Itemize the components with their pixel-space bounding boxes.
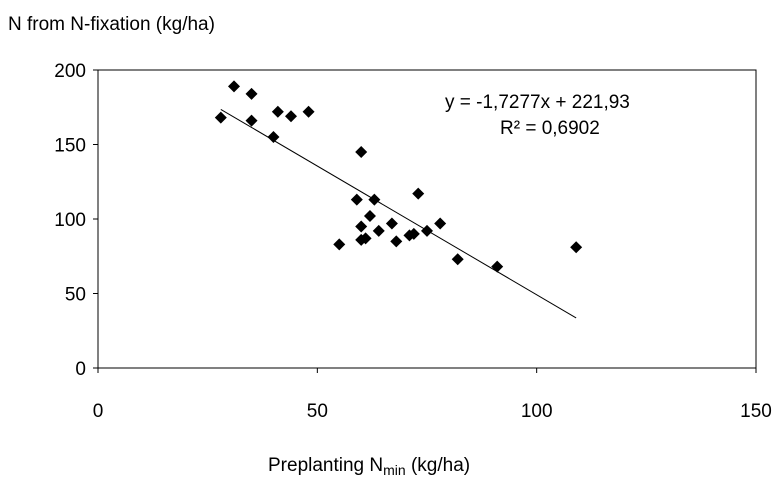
x-tick-label: 0 bbox=[93, 401, 104, 422]
y-tick-label: 100 bbox=[54, 210, 86, 231]
x-tick-label: 150 bbox=[740, 401, 772, 422]
data-point bbox=[407, 227, 420, 240]
data-point bbox=[363, 210, 376, 223]
x-axis-title: Preplanting Nmin (kg/ha) bbox=[268, 455, 470, 478]
y-axis-ticks: 0 50 100 150 200 bbox=[54, 61, 98, 380]
y-tick-label: 50 bbox=[65, 285, 86, 306]
data-point bbox=[355, 220, 368, 233]
data-point bbox=[368, 193, 381, 206]
data-points bbox=[214, 80, 583, 273]
data-point bbox=[434, 217, 447, 230]
x-axis-ticks: 0 50 100 150 bbox=[93, 368, 772, 422]
data-point bbox=[570, 241, 583, 254]
data-point bbox=[245, 87, 258, 100]
data-point bbox=[491, 260, 504, 273]
x-axis-title-suffix: (kg/ha) bbox=[406, 455, 470, 476]
x-tick-label: 50 bbox=[307, 401, 328, 422]
plot-area-frame bbox=[97, 69, 757, 369]
data-point bbox=[355, 145, 368, 158]
data-point bbox=[385, 217, 398, 230]
y-tick-label: 150 bbox=[54, 136, 86, 157]
trendline bbox=[220, 108, 577, 319]
trendline-group bbox=[220, 108, 577, 319]
data-point bbox=[350, 193, 363, 206]
data-point bbox=[451, 253, 464, 266]
r-squared-label: R² = 0,6902 bbox=[500, 118, 600, 139]
data-point bbox=[359, 232, 372, 245]
data-point bbox=[372, 224, 385, 237]
trendline-equation: y = -1,7277x + 221,93 bbox=[445, 92, 630, 113]
y-axis-title: N from N-fixation (kg/ha) bbox=[8, 14, 215, 35]
data-point bbox=[227, 80, 240, 93]
data-point bbox=[421, 224, 433, 237]
data-point bbox=[390, 235, 403, 248]
data-point bbox=[302, 105, 315, 118]
x-axis-title-subscript: min bbox=[383, 462, 406, 478]
data-point bbox=[214, 111, 227, 124]
data-point bbox=[245, 114, 258, 127]
data-point bbox=[285, 110, 298, 123]
x-axis-title-prefix: Preplanting N bbox=[268, 455, 383, 476]
data-point bbox=[271, 105, 284, 118]
data-point bbox=[333, 238, 346, 251]
y-tick-label: 0 bbox=[75, 359, 86, 380]
x-tick-label: 100 bbox=[521, 401, 553, 422]
y-tick-label: 200 bbox=[54, 61, 86, 82]
data-point bbox=[267, 131, 280, 144]
data-point bbox=[412, 187, 425, 200]
